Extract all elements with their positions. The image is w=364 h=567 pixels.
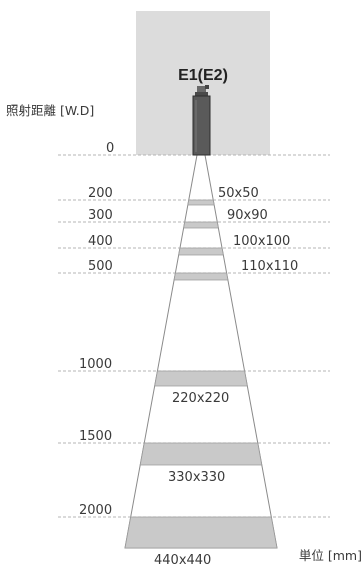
distance-label: 400 (88, 234, 113, 249)
spot-band (154, 370, 248, 387)
spot-size-label: 90x90 (227, 208, 268, 223)
spot-band (187, 199, 215, 206)
distance-label: 2000 (79, 503, 112, 518)
sensor-icon (192, 85, 211, 156)
spot-band (139, 442, 263, 466)
spot-size-label: 220x220 (172, 391, 229, 406)
unit-label: 単位 [mm] (299, 548, 362, 563)
spot-size-label: 100x100 (233, 234, 290, 249)
distance-label: 500 (88, 259, 113, 274)
distance-label: 0 (106, 141, 114, 156)
spot-band (183, 221, 219, 229)
distance-label: 1000 (79, 357, 112, 372)
diagram-title: E1(E2) (178, 67, 228, 84)
distance-label: 200 (88, 186, 113, 201)
distance-label: 300 (88, 208, 113, 223)
axis-label: 照射距離 [W.D] (6, 103, 94, 118)
spot-size-label: 330x330 (168, 470, 225, 485)
spot-size-label: 440x440 (154, 553, 211, 567)
spot-size-label: 50x50 (218, 186, 259, 201)
spot-band (124, 516, 278, 549)
spot-band (173, 272, 229, 281)
spot-size-label: 110x110 (241, 259, 298, 274)
distance-levels: 0 200 50x50 300 90x90 400 100x100 500 110x110 100… (58, 141, 330, 567)
distance-label: 1500 (79, 429, 112, 444)
spot-band (178, 247, 224, 256)
